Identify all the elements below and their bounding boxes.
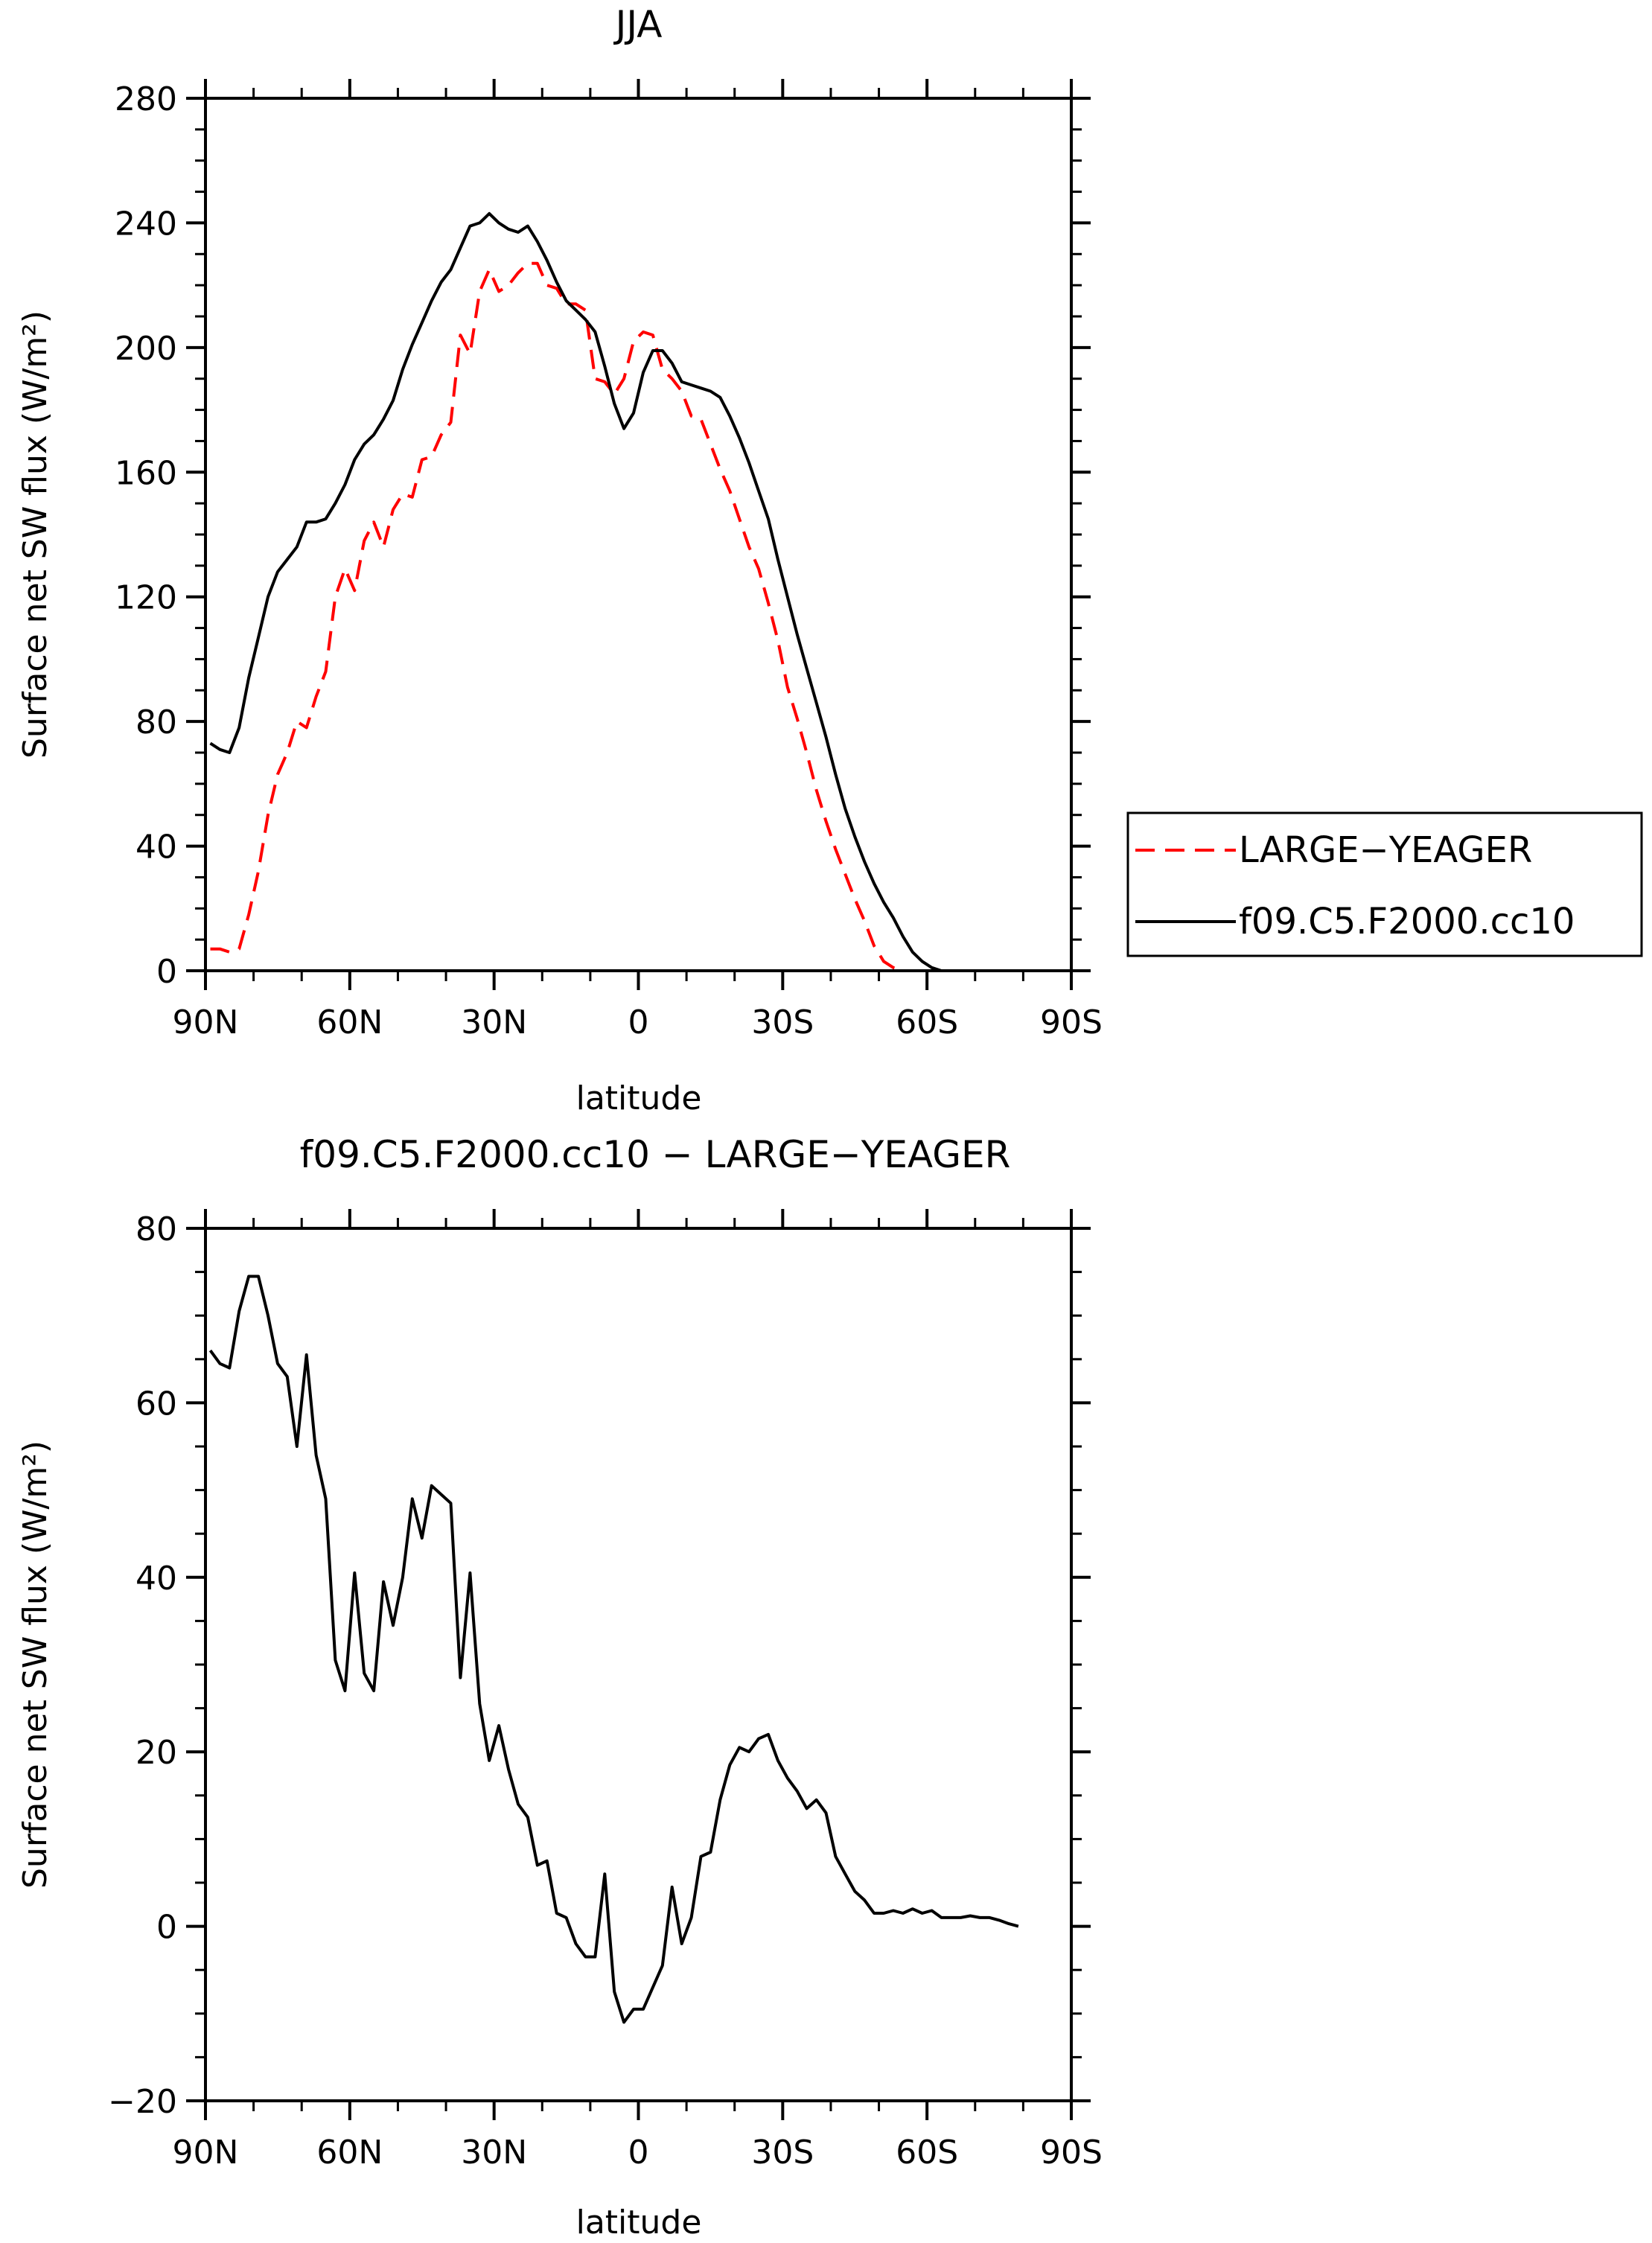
top-x-axis-label: latitude (576, 1079, 702, 1117)
bottom-y-tick-label: 40 (135, 1560, 177, 1598)
bottom-y-tick-label: 60 (135, 1385, 177, 1423)
top-y-tick-label: 160 (115, 454, 177, 492)
top-y-tick-label: 40 (135, 829, 177, 867)
bottom-series-line-1 (208, 1274, 1019, 2024)
legend-box (1126, 811, 1643, 957)
top-x-tick-label: 60S (896, 1004, 958, 1041)
bottom-x-tick-label: 60N (316, 2134, 383, 2172)
bottom-y-tick-labels: −20 0 20 40 60 80 (108, 1210, 177, 2121)
bottom-y-tick-label: 80 (135, 1210, 177, 1248)
top-y-tick-label: 0 (156, 953, 177, 991)
bottom-x-tick-label: 0 (628, 2134, 649, 2172)
top-ticks-layer (186, 79, 1091, 990)
top-x-tick-label: 30S (751, 1004, 814, 1041)
bottom-y-axis-label: Surface net SW flux (W/m²) (16, 1440, 54, 1889)
top-panel: JJA 0 40 80 120 160 200 240 280 90N 60N 30N 0 30S 60… (16, 3, 1643, 1117)
top-y-tick-label: 280 (115, 80, 177, 118)
bottom-x-tick-label: 30S (751, 2134, 814, 2172)
bottom-x-tick-label: 90S (1040, 2134, 1103, 2172)
top-y-tick-labels: 0 40 80 120 160 200 240 280 (115, 80, 177, 991)
bottom-y-tick-label: −20 (108, 2083, 177, 2121)
bottom-x-tick-label: 60S (896, 2134, 958, 2172)
legend: LARGE−YEAGER f09.C5.F2000.cc10 (1126, 811, 1643, 957)
top-plot-frame (204, 97, 1073, 972)
bottom-plot-frame (204, 1227, 1073, 2102)
top-chart-title: JJA (613, 3, 663, 46)
bottom-x-tick-labels: 90N 60N 30N 0 30S 60S 90S (173, 2134, 1103, 2172)
top-y-axis-label: Surface net SW flux (W/m²) (16, 310, 54, 759)
top-x-tick-labels: 90N 60N 30N 0 30S 60S 90S (173, 1004, 1103, 1041)
top-y-tick-label: 200 (115, 330, 177, 368)
bottom-x-tick-label: 90N (173, 2134, 239, 2172)
bottom-panel: f09.C5.F2000.cc10 − LARGE−YEAGER −20 0 20 4… (16, 1133, 1103, 2242)
bottom-chart-title: f09.C5.F2000.cc10 − LARGE−YEAGER (300, 1133, 1011, 1176)
bottom-y-tick-label: 0 (156, 1909, 177, 1947)
top-series-line-2 (209, 211, 1018, 972)
top-y-tick-label: 240 (115, 205, 177, 243)
bottom-series-layer (208, 1274, 1019, 2024)
top-series-line-1 (210, 261, 1018, 972)
top-series-layer (209, 211, 1018, 972)
bottom-x-axis-label: latitude (576, 2204, 702, 2242)
top-x-tick-label: 0 (628, 1004, 649, 1041)
top-y-tick-label: 120 (115, 579, 177, 617)
legend-label-large-yeager: LARGE−YEAGER (1239, 829, 1532, 871)
top-y-tick-label: 80 (135, 703, 177, 741)
bottom-y-tick-label: 20 (135, 1734, 177, 1772)
legend-label-f09: f09.C5.F2000.cc10 (1239, 901, 1575, 942)
top-x-tick-label: 90N (173, 1004, 239, 1041)
top-x-tick-label: 30N (461, 1004, 527, 1041)
top-x-tick-label: 90S (1040, 1004, 1103, 1041)
top-x-tick-label: 60N (316, 1004, 383, 1041)
bottom-ticks-layer (186, 1209, 1091, 2120)
bottom-x-tick-label: 30N (461, 2134, 527, 2172)
